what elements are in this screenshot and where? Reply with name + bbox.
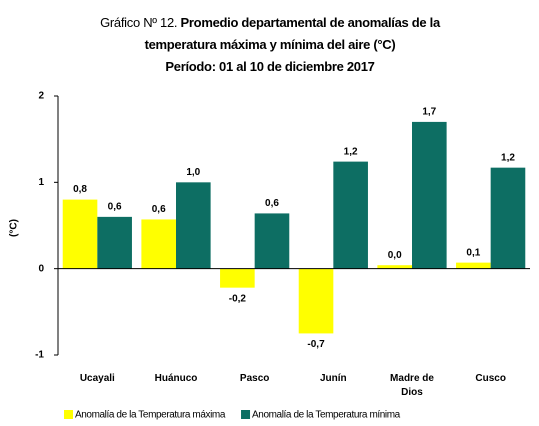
bar [298,268,334,334]
x-tick-label: Madre de Dios [390,373,434,398]
bar [220,268,255,288]
bar [176,182,211,269]
y-tick-label: 0 [38,263,44,274]
chart-title-block: Gráfico Nº 12. Promedio departamental de… [90,12,450,78]
data-label: 1,7 [422,107,436,118]
y-tick-label: -1 [35,350,44,361]
x-tick-label: Pasco [240,373,269,384]
title-number: Gráfico Nº 12. [100,15,178,30]
x-tick-label: Ucayali [80,373,115,384]
legend-swatch [241,410,251,419]
bar [97,216,132,269]
data-label: 0,6 [265,198,279,209]
data-label: 1,0 [186,167,200,178]
y-axis-label: (°C) [9,219,20,237]
data-label: 1,2 [344,146,358,157]
bar [456,262,491,269]
data-label: 0,6 [152,204,166,215]
x-tick-label: Junín [320,373,347,384]
x-tick-label: Huánuco [155,373,198,384]
data-label: -0,2 [229,293,247,304]
y-tick-label: 2 [38,91,44,102]
legend-label: Anomalía de la Temperatura máxima [75,410,226,421]
data-label: 0,1 [466,247,480,258]
data-label: 1,2 [501,152,515,163]
bar [412,121,447,269]
data-label: 0,0 [388,250,402,261]
legend-swatch [64,410,73,419]
x-tick-label: Cusco [475,373,506,384]
chart-title: Promedio departamental de anomalías de l… [144,15,441,52]
bar [141,219,176,269]
chart-subtitle: Período: 01 al 10 de diciembre 2017 [165,59,375,74]
data-label: 0,6 [108,202,122,213]
bar [333,161,368,269]
bar [254,213,290,269]
y-tick-label: 1 [38,177,44,188]
data-label: 0,8 [73,184,87,195]
bar [377,265,412,269]
bar [62,199,98,269]
bar [490,167,526,269]
legend-label: Anomalía de la Temperatura mínima [252,410,401,421]
data-label: -0,7 [307,339,325,350]
